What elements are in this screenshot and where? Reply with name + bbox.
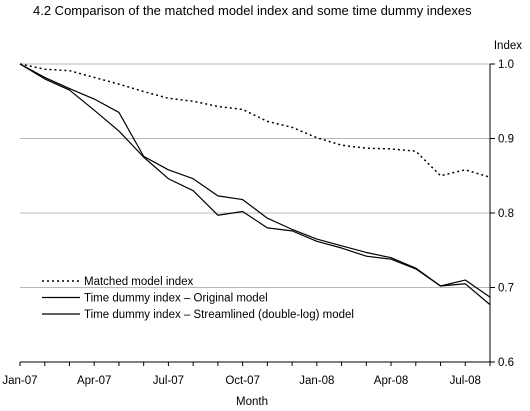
series-line-3 (19, 63, 491, 306)
y-tick-label: 0.7 (498, 283, 514, 295)
x-tick-label: Jan-07 (2, 375, 37, 387)
x-tick-label: Jul-07 (153, 375, 184, 387)
x-tick-label: Jul-08 (450, 375, 481, 387)
y-axis-ticks: 0.6 0.7 0.8 0.9 1.0 (490, 59, 514, 369)
legend-label-3: Time dummy index – Streamlined (double-l… (84, 309, 354, 321)
legend-label-2: Time dummy index – Original model (84, 293, 268, 305)
x-axis-ticks: Jan-07 Apr-07 Jul-07 Oct-07 Jan-08 Apr-08 Jul-… (2, 362, 491, 387)
x-tick-label: Jan-08 (299, 375, 334, 387)
y-tick-label: 0.8 (498, 208, 514, 220)
x-tick-label: Oct-07 (225, 375, 260, 387)
y-tick-label: 0.9 (498, 134, 514, 146)
y-axis-label: Index (494, 40, 522, 52)
gridlines (20, 63, 490, 288)
x-tick-label: Apr-08 (374, 375, 409, 387)
legend-label-1: Matched model index (84, 276, 194, 288)
series-line-2 (19, 63, 491, 298)
y-tick-label: 1.0 (498, 59, 514, 71)
y-tick-label: 0.6 (498, 357, 514, 369)
chart-title: 4.2 Comparison of the matched model inde… (33, 3, 472, 18)
series-line-1 (19, 63, 491, 178)
legend: Matched model index Time dummy index – Or… (42, 276, 354, 321)
x-axis-label: Month (236, 396, 268, 408)
series-lines (19, 63, 491, 306)
x-tick-label: Apr-07 (77, 375, 112, 387)
